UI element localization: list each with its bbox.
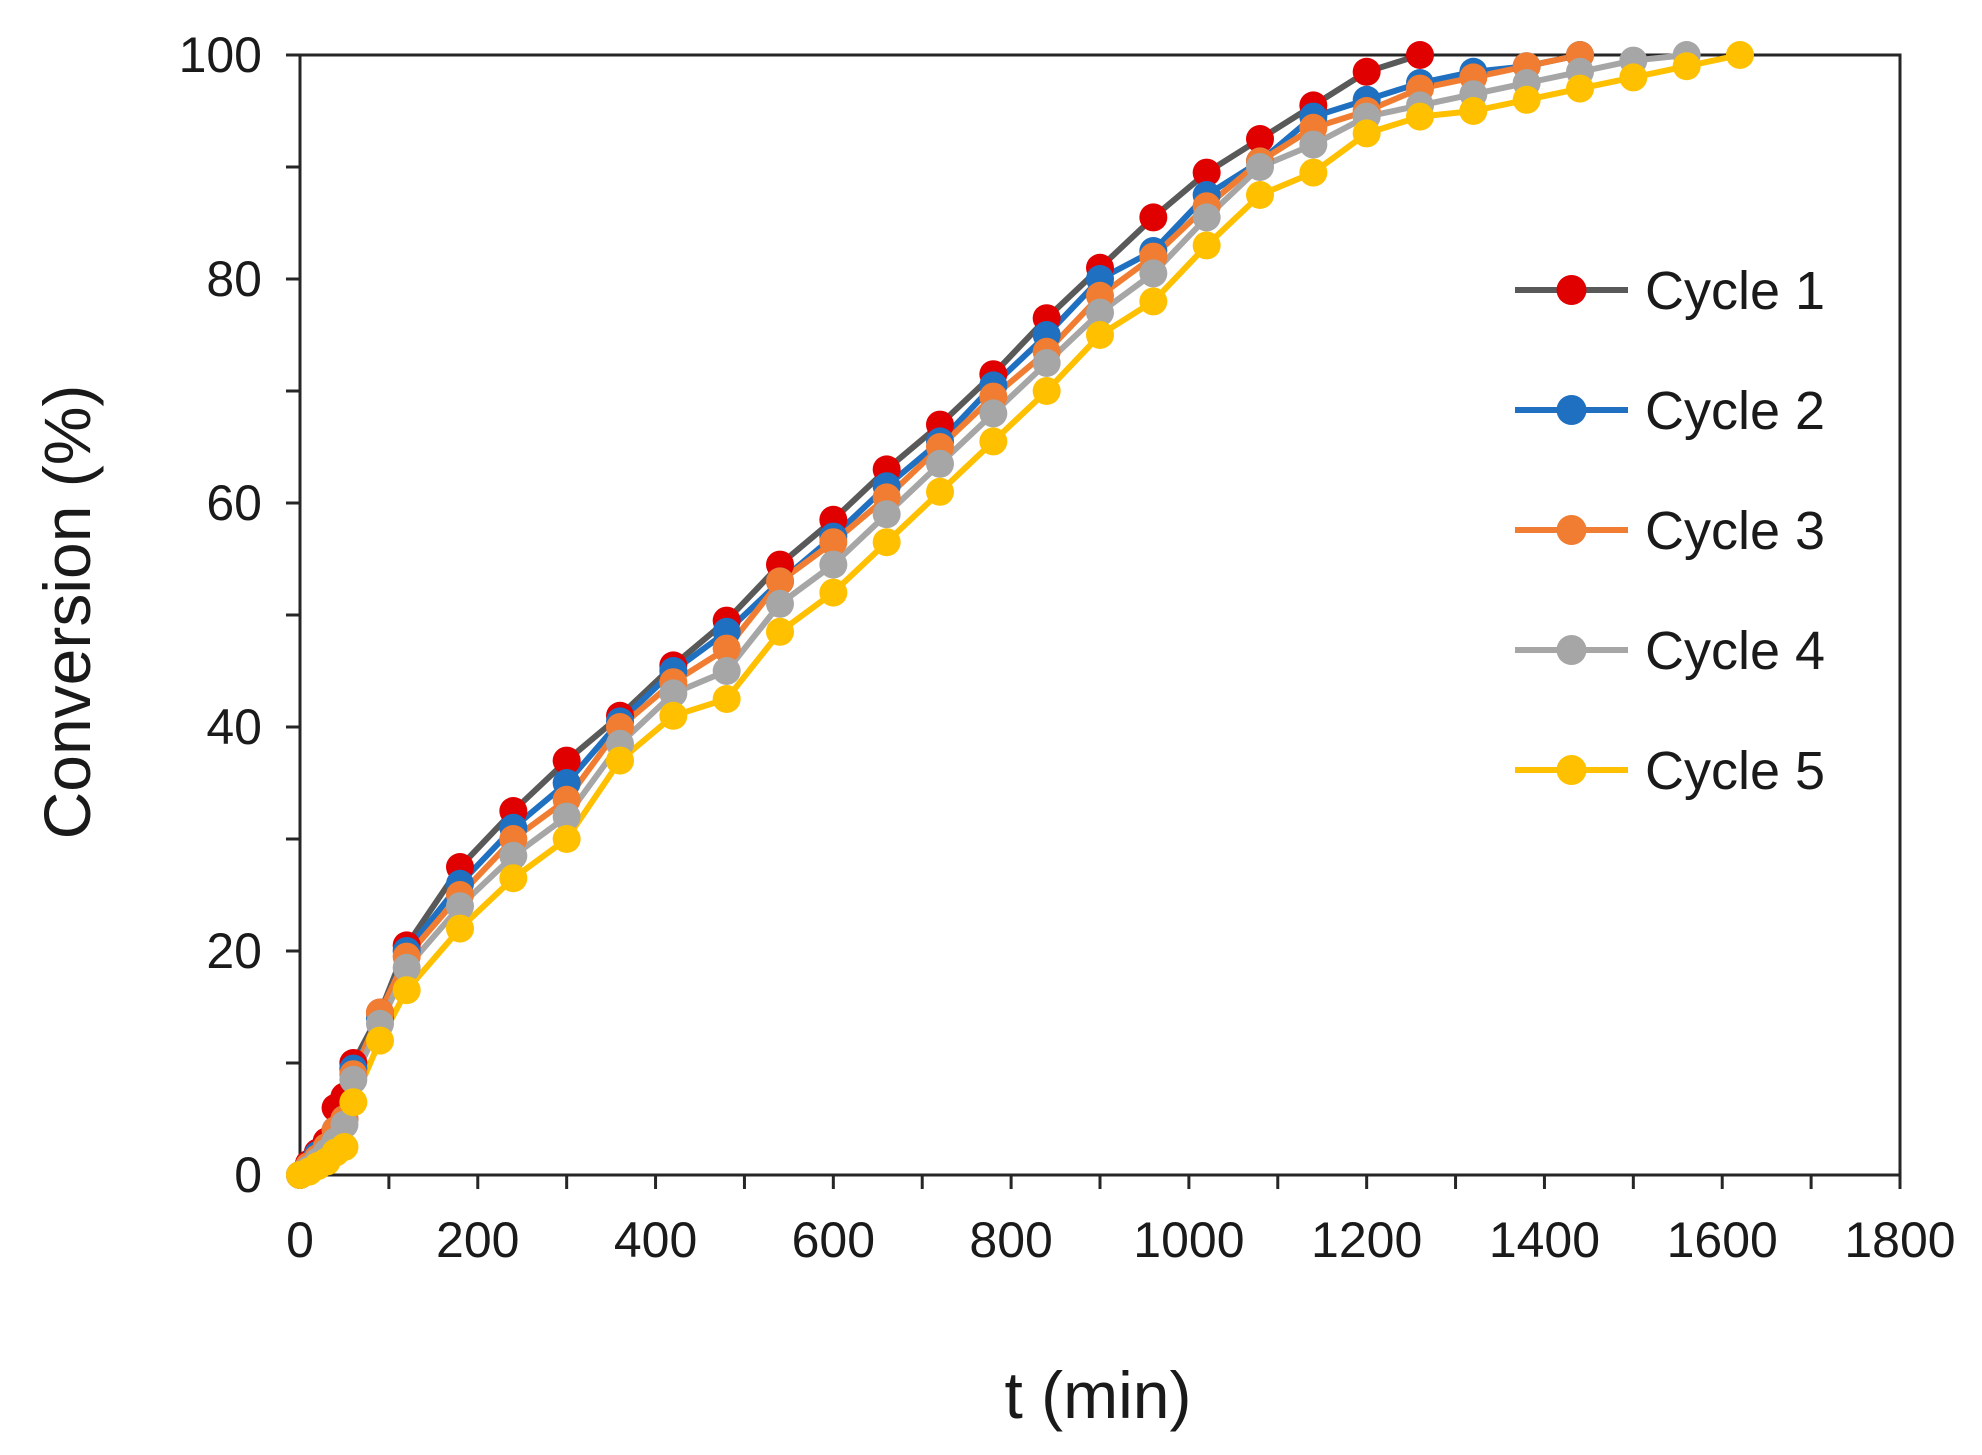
- legend-marker-cycle-2: [1556, 395, 1587, 425]
- data-point-cycle-3: [712, 634, 741, 663]
- data-point-cycle-5: [659, 701, 688, 730]
- data-point-cycle-4: [499, 841, 528, 870]
- plot-frame: [298, 53, 1902, 1177]
- x-tick-label: 0: [286, 1212, 314, 1268]
- y-tick-label: 40: [206, 699, 262, 755]
- x-axis-title: t (min): [1005, 1358, 1192, 1432]
- data-point-cycle-4: [766, 589, 794, 618]
- x-tick-label: 1000: [1133, 1212, 1244, 1268]
- data-point-cycle-4: [1246, 153, 1274, 181]
- data-point-cycle-1: [1352, 57, 1381, 86]
- x-tick-label: 1400: [1489, 1212, 1600, 1268]
- x-tick-label: 800: [969, 1212, 1052, 1268]
- data-point-cycle-4: [819, 550, 848, 579]
- legend-marker-cycle-1: [1556, 275, 1587, 305]
- data-point-cycle-4: [552, 802, 581, 831]
- legend-marker-cycle-4: [1556, 635, 1587, 665]
- legend-label-cycle-2: Cycle 2: [1645, 381, 1825, 441]
- y-tick-label: 100: [179, 27, 262, 83]
- data-point-cycle-5: [1086, 321, 1114, 349]
- data-point-cycle-1: [552, 746, 581, 775]
- legend-label-cycle-3: Cycle 3: [1645, 501, 1825, 561]
- data-point-cycle-3: [819, 528, 848, 557]
- y-tick-label: 60: [206, 475, 262, 531]
- data-point-cycle-5: [552, 825, 581, 853]
- data-point-cycle-1: [1192, 158, 1221, 187]
- series-line-cycle-5: [298, 52, 1741, 1178]
- data-point-cycle-5: [1139, 287, 1168, 316]
- data-point-cycle-5: [330, 1133, 359, 1161]
- data-point-cycle-4: [392, 953, 421, 982]
- x-tick-label: 400: [614, 1212, 697, 1268]
- legend-marker-cycle-3: [1556, 515, 1587, 545]
- data-point-cycle-5: [606, 746, 634, 775]
- data-point-cycle-5: [1459, 97, 1488, 125]
- x-tick-label: 1800: [1844, 1212, 1955, 1268]
- data-point-cycle-4: [659, 679, 688, 708]
- x-tick-label: 600: [792, 1212, 875, 1268]
- data-point-cycle-4: [872, 500, 901, 529]
- series-line-cycle-1: [297, 52, 1421, 1177]
- data-point-cycle-5: [1726, 41, 1754, 69]
- series-line-cycle-2: [297, 52, 1581, 1178]
- data-point-cycle-5: [979, 427, 1008, 456]
- x-tick-label: 1600: [1667, 1212, 1778, 1268]
- data-point-cycle-5: [712, 685, 741, 713]
- legend-label-cycle-4: Cycle 4: [1645, 621, 1825, 681]
- data-point-cycle-5: [1352, 119, 1381, 148]
- data-point-cycle-5: [446, 914, 474, 943]
- data-point-cycle-1: [1246, 125, 1274, 153]
- data-point-cycle-4: [712, 657, 741, 685]
- data-point-cycle-5: [1512, 85, 1541, 114]
- data-point-cycle-5: [1192, 231, 1221, 260]
- y-tick-label: 80: [206, 251, 262, 307]
- data-point-cycle-5: [1246, 181, 1274, 209]
- data-point-cycle-3: [766, 567, 794, 596]
- data-point-cycle-5: [1299, 158, 1328, 187]
- legend-marker-cycle-5: [1556, 755, 1587, 785]
- legend-label-cycle-5: Cycle 5: [1645, 741, 1825, 801]
- series-line-cycle-4: [298, 52, 1688, 1178]
- data-point-cycle-5: [1619, 63, 1648, 92]
- data-point-cycle-1: [1406, 41, 1434, 69]
- data-point-cycle-5: [1406, 102, 1434, 131]
- data-point-cycle-5: [926, 477, 954, 506]
- data-point-cycle-5: [1566, 74, 1594, 103]
- data-point-cycle-5: [872, 528, 901, 557]
- x-tick-label: 1200: [1311, 1212, 1422, 1268]
- y-tick-label: 0: [234, 1147, 262, 1203]
- data-point-cycle-5: [819, 578, 848, 607]
- plot-area: 0 200 400 600 800 1000 1200 1400 1600 1800 0 20 40 60…: [179, 27, 1956, 1268]
- legend-label-cycle-1: Cycle 1: [1645, 261, 1825, 321]
- data-point-cycle-4: [1299, 130, 1328, 159]
- data-point-cycle-4: [330, 1110, 359, 1139]
- y-axis-title: Conversion (%): [30, 385, 104, 840]
- data-point-cycle-1: [1139, 203, 1168, 232]
- x-tick-label: 200: [436, 1212, 519, 1268]
- data-point-cycle-5: [766, 617, 794, 646]
- data-point-cycle-4: [1086, 298, 1114, 327]
- data-point-cycle-5: [392, 976, 421, 1005]
- data-point-cycle-4: [1192, 203, 1221, 232]
- data-point-cycle-4: [979, 399, 1008, 428]
- data-point-cycle-4: [1032, 349, 1061, 377]
- data-point-cycle-5: [1032, 377, 1061, 405]
- data-point-cycle-4: [926, 449, 954, 478]
- data-point-cycle-5: [366, 1026, 394, 1055]
- data-point-cycle-5: [1672, 52, 1701, 81]
- data-point-cycle-5: [339, 1088, 368, 1117]
- series-line-cycle-3: [297, 52, 1581, 1178]
- data-point-cycle-4: [1139, 259, 1168, 288]
- legend: Cycle 1 Cycle 2 Cycle 3 Cycle 4 Cycle 5: [1515, 261, 1825, 801]
- data-point-cycle-5: [499, 864, 528, 893]
- data-point-cycle-4: [446, 892, 474, 921]
- data-point-cycle-4: [339, 1065, 368, 1094]
- y-tick-label: 20: [206, 923, 262, 979]
